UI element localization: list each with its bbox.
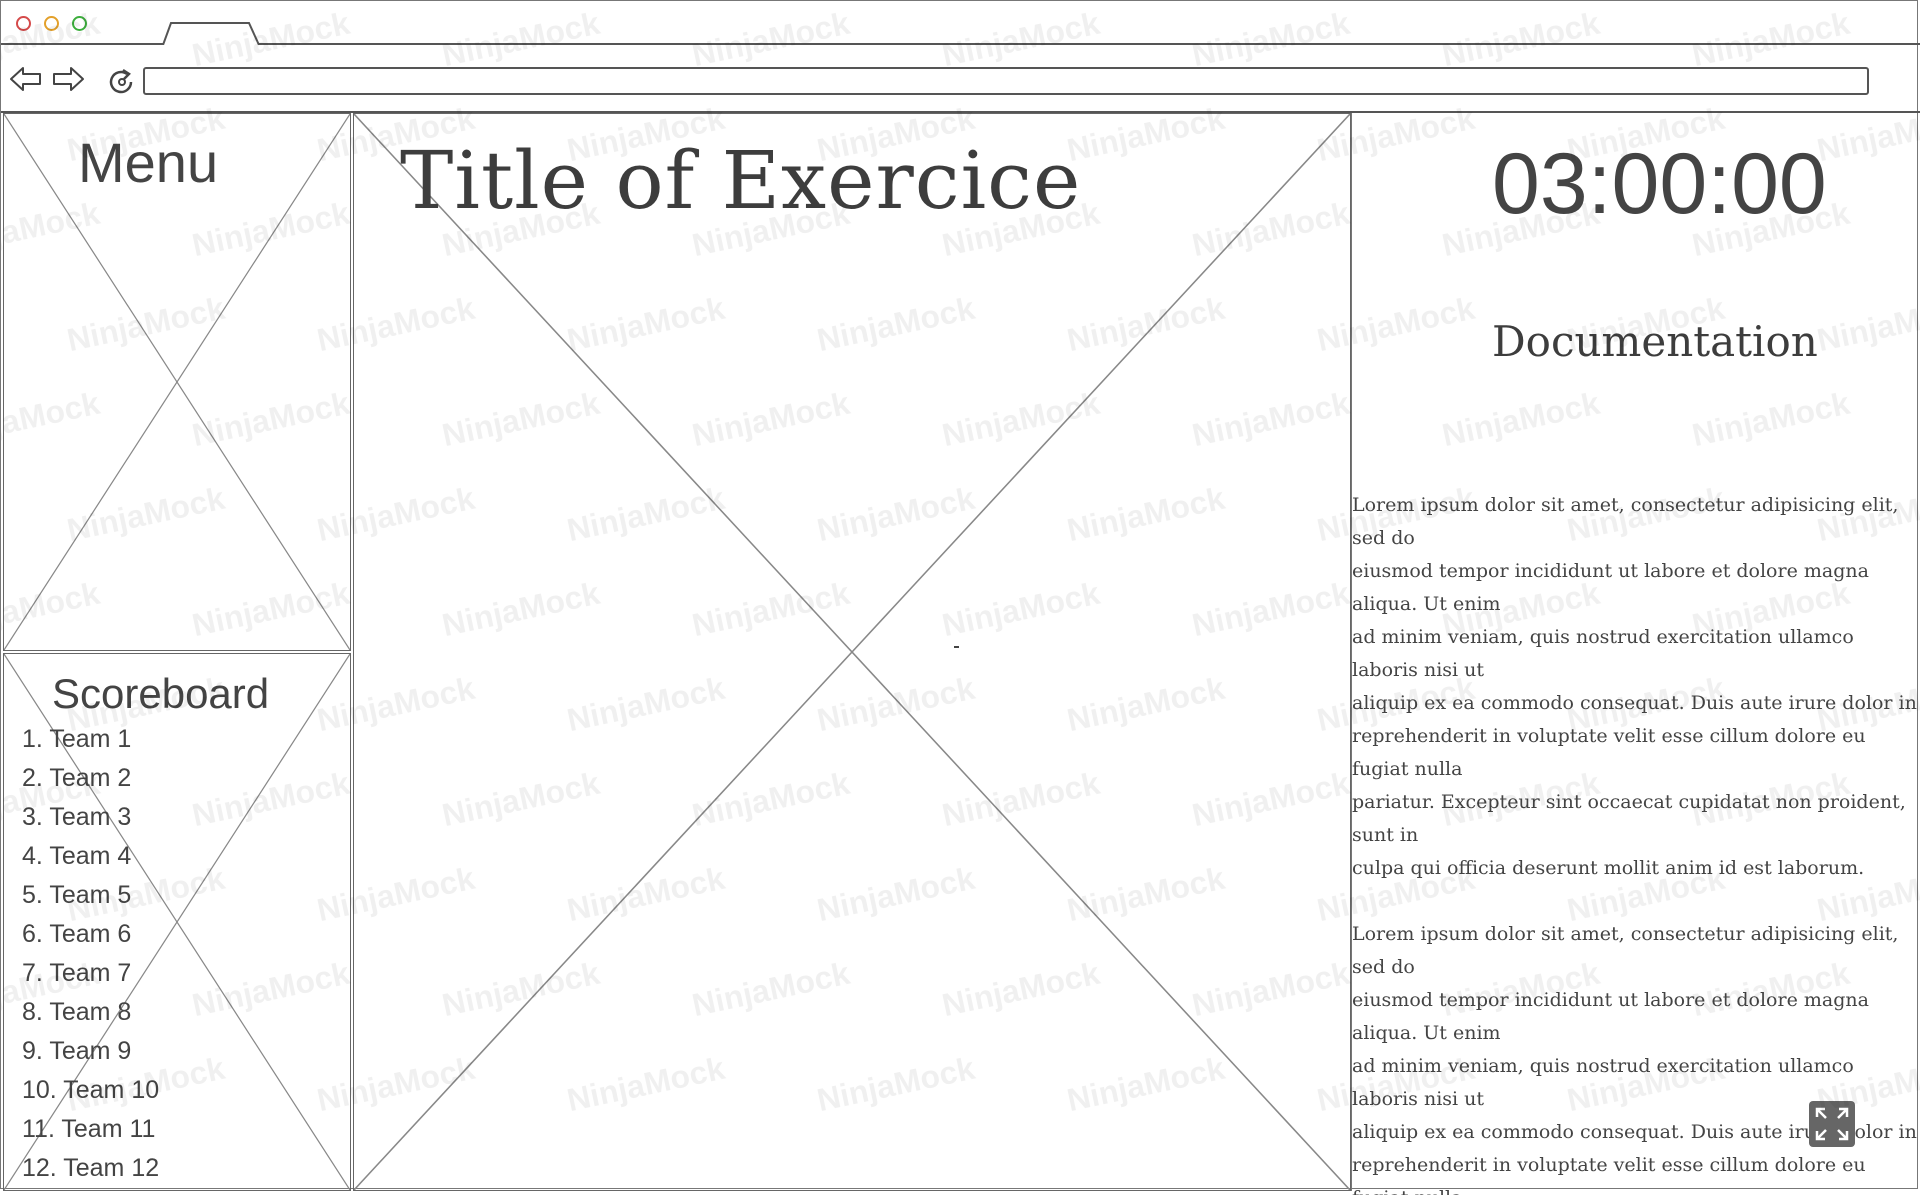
countdown-timer: 03:00:00 — [1492, 136, 1827, 232]
scoreboard-item: 8. Team 8 — [22, 998, 132, 1026]
scoreboard-item: 11. Team 11 — [22, 1115, 156, 1143]
scoreboard-list: 1. Team 1 2. Team 2 3. Team 3 4. Team 4 … — [22, 720, 159, 1188]
browser-toolbar — [1, 45, 1920, 113]
documentation-panel: 03:00:00 Documentation Lorem ipsum dolor… — [1351, 113, 1920, 1195]
scoreboard-item: 6. Team 6 — [22, 920, 132, 948]
image-placeholder — [4, 114, 350, 650]
expand-button[interactable] — [1809, 1101, 1855, 1147]
documentation-text: Lorem ipsum dolor sit amet, consectetur … — [1352, 489, 1920, 1195]
menu-panel: Menu — [3, 113, 351, 651]
scoreboard-item: 5. Team 5 — [22, 881, 132, 909]
documentation-paragraph: Lorem ipsum dolor sit amet, consectetur … — [1352, 923, 1917, 1195]
exercise-title: Title of Exercice — [400, 134, 1082, 227]
exercise-panel: Title of Exercice — [353, 113, 1351, 1191]
scoreboard-item: 4. Team 4 — [22, 842, 132, 870]
address-bar[interactable] — [143, 67, 1869, 95]
scoreboard-title: Scoreboard — [52, 670, 270, 717]
scoreboard-panel: Scoreboard 1. Team 1 2. Team 2 3. Team 3… — [3, 653, 351, 1191]
expand-icon — [1815, 1107, 1849, 1141]
reload-icon[interactable] — [107, 67, 137, 97]
documentation-title: Documentation — [1492, 317, 1818, 366]
image-placeholder — [4, 654, 350, 1190]
cursor-mark — [954, 646, 959, 648]
image-placeholder — [354, 114, 1350, 1190]
browser-tab[interactable] — [161, 21, 261, 45]
minimize-window-button[interactable] — [44, 16, 59, 31]
menu-title: Menu — [78, 131, 219, 194]
scoreboard-item: 7. Team 7 — [22, 959, 132, 987]
forward-arrow-icon[interactable] — [51, 65, 85, 93]
title-bar — [1, 1, 1920, 45]
scoreboard-item: 3. Team 3 — [22, 803, 132, 831]
scoreboard-item: 12. Team 12 — [22, 1154, 160, 1182]
maximize-window-button[interactable] — [72, 16, 87, 31]
scoreboard-item: 10. Team 10 — [22, 1076, 160, 1104]
scoreboard-item: 9. Team 9 — [22, 1037, 132, 1065]
close-window-button[interactable] — [16, 16, 31, 31]
back-arrow-icon[interactable] — [9, 65, 43, 93]
scoreboard-item: 1. Team 1 — [22, 725, 132, 753]
documentation-paragraph: Lorem ipsum dolor sit amet, consectetur … — [1352, 494, 1917, 879]
scoreboard-item: 2. Team 2 — [22, 764, 132, 792]
